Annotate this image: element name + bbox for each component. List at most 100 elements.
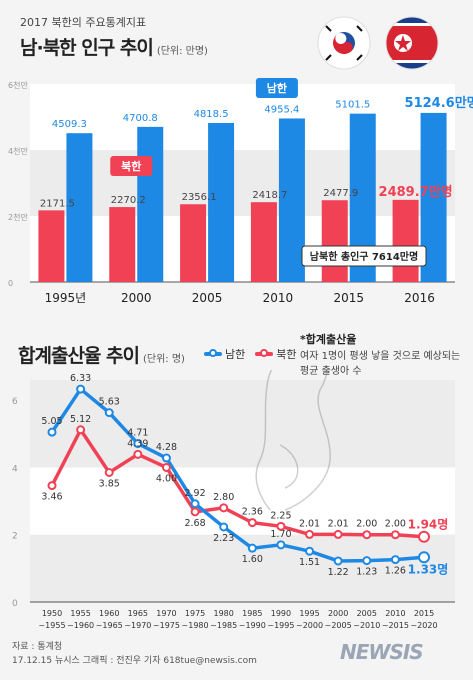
fertility-line-chart: 6 4 2 0 1950 ~1955 1955 ~1960 1960 ~1965 1965 ~1970… xyxy=(12,370,455,630)
legend-south-label: 남한 xyxy=(225,348,246,361)
x-tick-label: 1960 xyxy=(99,609,119,618)
bar-north xyxy=(109,207,136,282)
x-tick-label: 2010 xyxy=(263,291,294,305)
x-tick-label-range: ~2015 xyxy=(382,621,409,630)
north-korea-flag-icon xyxy=(385,16,439,70)
point-north xyxy=(133,449,143,459)
grid-band xyxy=(30,150,455,216)
supertitle: 2017 북한의 주요통계지표 xyxy=(20,16,147,29)
bar-south xyxy=(137,126,164,282)
label-south: 5.63 xyxy=(99,397,120,408)
y-tick-label: 4 xyxy=(12,464,18,474)
point-south xyxy=(219,522,229,532)
bar-south xyxy=(278,118,305,282)
bar-north xyxy=(392,199,419,282)
point-north xyxy=(104,468,114,477)
total-annotation: 남북한 총인구 7614만명 xyxy=(310,250,418,263)
y-tick-label: 4천만 xyxy=(8,146,28,156)
label-north: 2.01 xyxy=(328,518,349,529)
fertility-unit: (단위: 명) xyxy=(142,354,185,365)
population-title-text: 남·북한 인구 추이 xyxy=(20,37,154,59)
label-south: 1.23 xyxy=(356,567,377,578)
label-south: 1.60 xyxy=(242,554,263,565)
label-south: 1.22 xyxy=(328,567,349,578)
point-north xyxy=(47,481,57,491)
x-tick-label: 1980 xyxy=(214,609,234,618)
line-south xyxy=(50,387,425,563)
label-north: 2.36 xyxy=(242,507,263,518)
bar-north-label: 2418.7 xyxy=(252,190,287,201)
label-south: 6.33 xyxy=(70,373,91,384)
south-callout xyxy=(255,78,298,98)
point-south xyxy=(47,427,57,437)
x-tick-label-range: ~2005 xyxy=(325,621,352,630)
grid-band xyxy=(30,380,455,468)
bar-north xyxy=(321,200,348,282)
bar-south xyxy=(66,133,93,282)
fertility-chart-title: 합계출산율 추이 (단위: 명) xyxy=(18,341,185,368)
point-south xyxy=(76,384,86,394)
label-south: 4.71 xyxy=(127,428,148,439)
label-north: 2.00 xyxy=(356,519,377,530)
point-south xyxy=(276,540,286,550)
point-north xyxy=(276,521,286,531)
label-south: 1.51 xyxy=(299,557,320,568)
label-north: 3.85 xyxy=(99,479,120,490)
population-unit: (단위: 만명) xyxy=(156,46,208,57)
population-chart-title: 남·북한 인구 추이 (단위: 만명) xyxy=(20,33,208,60)
bar-north xyxy=(180,204,207,282)
x-tick-label-range: ~1985 xyxy=(210,621,237,630)
x-tick-label: 2015 xyxy=(414,609,434,618)
bar-north-label: 2356.1 xyxy=(182,192,217,203)
point-south xyxy=(133,439,143,449)
line-north xyxy=(50,428,425,539)
point-north xyxy=(333,529,343,539)
point-south xyxy=(247,543,257,553)
bar-north xyxy=(250,202,277,282)
y-tick-label: 6 xyxy=(12,397,18,407)
x-tick-label: 1965 xyxy=(128,609,148,618)
fertility-note: *합계출산율 여자 1명이 평생 낳을 것으로 예상되는 평균 출생아 수 xyxy=(300,332,466,379)
fertility-title-text: 합계출산율 추이 xyxy=(18,345,140,367)
x-tick-label-range: ~2020 xyxy=(410,621,437,630)
x-tick-label-range: ~2000 xyxy=(296,621,323,630)
label-north: 2.80 xyxy=(213,492,234,503)
bar-south xyxy=(208,122,235,282)
population-bar-chart: 6천만 4천만 2천만 0 4509.3 2171.5 1995년 4700.8 2270.2 2… xyxy=(8,78,473,305)
note-text: 여자 1명이 평생 낳을 것으로 예상되는 평균 출생아 수 xyxy=(300,351,461,377)
point-south xyxy=(333,556,343,566)
point-north xyxy=(305,529,315,539)
label-north: 2.68 xyxy=(184,518,205,529)
y-tick-label: 2천만 xyxy=(8,212,28,222)
label-north: 2.00 xyxy=(385,519,406,530)
bar-south-label: 5124.6만명 xyxy=(405,95,473,111)
point-south xyxy=(190,499,200,509)
x-tick-label: 2016 xyxy=(404,291,435,305)
point-north xyxy=(247,518,257,528)
y-tick-label: 2 xyxy=(12,532,18,542)
total-annotation-box xyxy=(301,245,427,267)
point-south xyxy=(161,453,171,463)
pregnant-woman-silhouette-icon xyxy=(255,370,331,511)
label-south: 1.26 xyxy=(385,566,406,577)
x-tick-label: 2005 xyxy=(357,609,377,618)
bar-north xyxy=(38,210,65,282)
label-south: 5.05 xyxy=(41,416,62,427)
legend-north: 북한 xyxy=(255,346,297,362)
label-south: 4.28 xyxy=(156,442,177,453)
bar-north-label: 2477.9 xyxy=(323,188,358,199)
north-callout-label: 북한 xyxy=(121,159,141,173)
legend-north-label: 북한 xyxy=(276,348,297,361)
south-callout-label: 남한 xyxy=(267,81,287,95)
fertility-legend: 남한 북한 xyxy=(204,346,297,362)
point-south xyxy=(362,556,372,566)
x-tick-label-range: ~1970 xyxy=(124,621,151,630)
source-text: 자료 : 통계청 xyxy=(12,642,63,652)
x-tick-label: 2005 xyxy=(192,291,223,305)
x-tick-label-range: ~1995 xyxy=(267,621,294,630)
x-tick-label-range: ~1975 xyxy=(153,621,180,630)
credit-text: 17.12.15 뉴시스 그래픽 : 전진우 기자 618tue@newsis.… xyxy=(12,656,257,666)
x-tick-label-range: ~1955 xyxy=(38,621,65,630)
grid-band xyxy=(30,84,455,150)
x-tick-label: 2000 xyxy=(121,291,152,305)
